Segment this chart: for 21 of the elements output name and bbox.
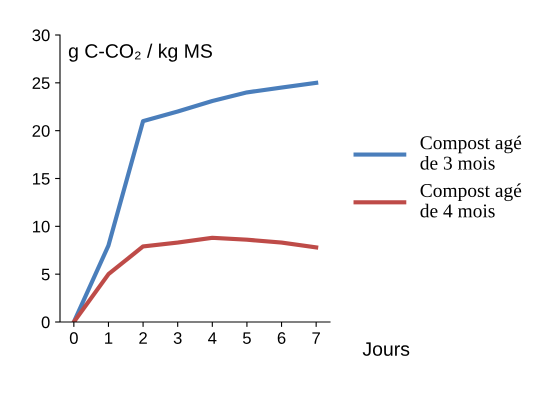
- legend-label: Compost agé de 3 mois: [420, 136, 522, 170]
- line-series: [72, 236, 318, 322]
- line-series: [72, 80, 318, 322]
- y-tick-label: 25: [32, 77, 50, 90]
- legend-label: Compost agé de 4 mois: [420, 183, 522, 218]
- x-tick-label: 2: [139, 332, 147, 344]
- x-tick-label: 4: [208, 332, 216, 344]
- y-axis-title: g C-CO₂ / kg MS: [68, 44, 212, 62]
- x-tick-label: 3: [174, 332, 182, 344]
- x-tick-label: 6: [278, 332, 286, 344]
- y-tick-label: 0: [42, 316, 50, 328]
- y-tick-label: 10: [33, 220, 50, 233]
- y-tick-label: 5: [42, 268, 50, 280]
- y-tick-label: 30: [32, 29, 50, 42]
- y-tick-label: 20: [32, 125, 50, 137]
- y-tick-label: 15: [33, 173, 50, 185]
- x-tick-label: 5: [242, 332, 251, 344]
- x-tick-label: 1: [105, 332, 112, 344]
- x-tick-label: 0: [70, 332, 78, 344]
- x-axis-title: Jours: [362, 342, 410, 356]
- x-tick-label: 7: [312, 332, 320, 344]
